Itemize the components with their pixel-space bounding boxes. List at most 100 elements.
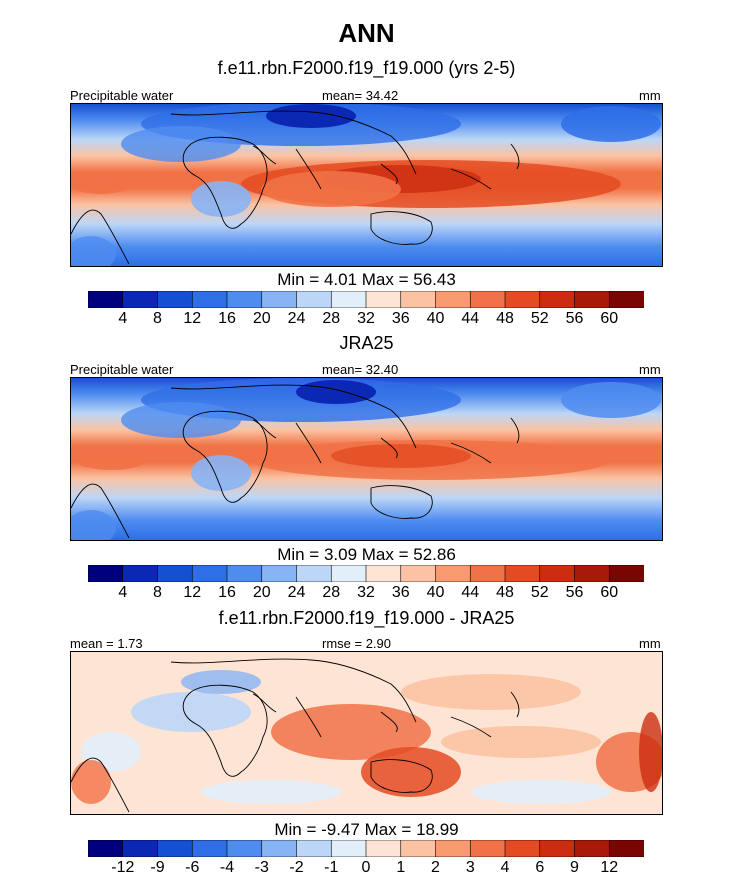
panel-3-colorbar-labels: -12 -9 -6 -4 -3 -2 -1 0 1 2 3 4 6 9 12 (88, 859, 644, 879)
panel-2-left-label: Precipitable water (70, 362, 174, 377)
colorbar-box-10 (400, 840, 437, 857)
panel-1-subtitle: f.e11.rbn.F2000.f19_f19.000 (yrs 2-5) (217, 58, 516, 78)
colorbar-box-13 (504, 840, 541, 857)
colorbar-tick-label: 40 (426, 310, 445, 327)
colorbar-tick-label: 36 (391, 584, 410, 601)
colorbar-box-11 (435, 291, 471, 308)
colorbar-box-7 (296, 291, 332, 308)
panel-3-colorbar-svg (88, 840, 644, 857)
colorbar-box-16 (608, 291, 644, 308)
colorbar-tick-label: 3 (465, 859, 475, 876)
colorbar-box-2 (122, 840, 159, 857)
colorbar-tick-label: 24 (287, 310, 306, 327)
colorbar-tick-label: 52 (530, 584, 549, 601)
colorbar-tick-label: 48 (496, 310, 514, 327)
colorbar-tick-label: 28 (322, 584, 341, 601)
panel-1-stats: Min = 4.01 Max = 56.43 (277, 270, 456, 289)
colorbar-box-16 (608, 840, 644, 857)
panel-3-colorbar (88, 840, 644, 857)
colorbar-box-5 (226, 840, 263, 857)
colorbar-box-13 (504, 565, 541, 582)
colorbar-box-9 (365, 840, 402, 857)
colorbar-box-3 (157, 291, 193, 308)
colorbar-tick-label: -9 (150, 859, 165, 876)
colorbar-box-15 (574, 840, 610, 857)
colorbar-box-1 (88, 840, 124, 857)
colorbar-tick-label: 16 (218, 584, 236, 601)
colorbar-box-11 (435, 565, 471, 582)
panel-1-colorbar-labels: 4 8 12 16 20 24 28 32 36 40 44 48 52 56 60 (88, 310, 644, 330)
colorbar-box-3 (157, 565, 193, 582)
colorbar-tick-label: 48 (496, 584, 514, 601)
colorbar-box-14 (539, 565, 576, 582)
colorbar-tick-label: 1 (396, 859, 406, 876)
panel-1-units-label: mm (639, 88, 661, 103)
colorbar-tick-label: 24 (287, 584, 306, 601)
colorbar-box-9 (365, 565, 402, 582)
colorbar-box-8 (330, 291, 367, 308)
colorbar-tick-label: 20 (252, 310, 271, 327)
colorbar-box-6 (261, 565, 298, 582)
colorbar-tick-label: 32 (357, 584, 375, 601)
panel-3-rmse-label: rmse = 2.90 (322, 636, 392, 651)
colorbar-box-1 (88, 291, 124, 308)
panel-1-mean-label: mean= 34.42 (322, 88, 399, 103)
colorbar-tick-label: 28 (322, 310, 341, 327)
colorbar-box-6 (261, 291, 298, 308)
colorbar-box-14 (539, 291, 576, 308)
colorbar-tick-label: 12 (183, 584, 202, 601)
colorbar-tick-label: -12 (111, 859, 135, 876)
colorbar-tick-label: 9 (570, 859, 579, 876)
colorbar-tick-label: -6 (185, 859, 200, 876)
colorbar-box-4 (191, 291, 228, 308)
colorbar-tick-label: -3 (254, 859, 269, 876)
colorbar-box-13 (504, 291, 541, 308)
colorbar-tick-label: -2 (289, 859, 304, 876)
colorbar-box-7 (296, 840, 332, 857)
colorbar-tick-label: 4 (500, 859, 510, 876)
colorbar-box-6 (261, 840, 298, 857)
figure-title: ANN (338, 18, 395, 48)
colorbar-tick-label: 40 (426, 584, 445, 601)
colorbar-box-5 (226, 291, 263, 308)
panel-1-left-label: Precipitable water (70, 88, 174, 103)
colorbar-tick-label: 56 (565, 584, 584, 601)
colorbar-box-15 (574, 565, 610, 582)
colorbar-tick-label: 8 (153, 310, 162, 327)
colorbar-tick-label: 56 (565, 310, 584, 327)
colorbar-box-12 (469, 840, 506, 857)
colorbar-box-4 (191, 840, 228, 857)
colorbar-tick-label: -1 (324, 859, 339, 876)
panel-3-mean-label: mean = 1.73 (70, 636, 143, 651)
colorbar-box-10 (400, 565, 437, 582)
colorbar-box-8 (330, 840, 367, 857)
colorbar-box-14 (539, 840, 576, 857)
panel-2-colorbar-svg (88, 565, 644, 582)
colorbar-box-16 (608, 565, 644, 582)
colorbar-tick-label: 8 (153, 584, 162, 601)
colorbar-tick-label: 12 (600, 859, 619, 876)
colorbar-box-11 (435, 840, 471, 857)
colorbar-tick-label: 4 (118, 310, 128, 327)
colorbar-box-3 (157, 840, 193, 857)
colorbar-box-1 (88, 565, 124, 582)
panel-3-map (70, 651, 663, 815)
colorbar-tick-label: 6 (535, 859, 545, 876)
panel-1-colorbar-svg (88, 291, 644, 308)
colorbar-box-8 (330, 565, 367, 582)
colorbar-tick-label: 60 (600, 584, 619, 601)
colorbar-tick-label: 16 (218, 310, 236, 327)
panel-1-map (70, 103, 663, 267)
panel-2-units-label: mm (639, 362, 661, 377)
colorbar-box-4 (191, 565, 228, 582)
colorbar-box-10 (400, 291, 437, 308)
colorbar-box-12 (469, 291, 506, 308)
colorbar-box-5 (226, 565, 263, 582)
colorbar-tick-label: 12 (183, 310, 202, 327)
colorbar-box-12 (469, 565, 506, 582)
colorbar-box-15 (574, 291, 610, 308)
colorbar-tick-label: 0 (361, 859, 371, 876)
colorbar-tick-label: -4 (219, 859, 235, 876)
panel-2-subtitle: JRA25 (339, 333, 394, 353)
colorbar-tick-label: 2 (431, 859, 440, 876)
